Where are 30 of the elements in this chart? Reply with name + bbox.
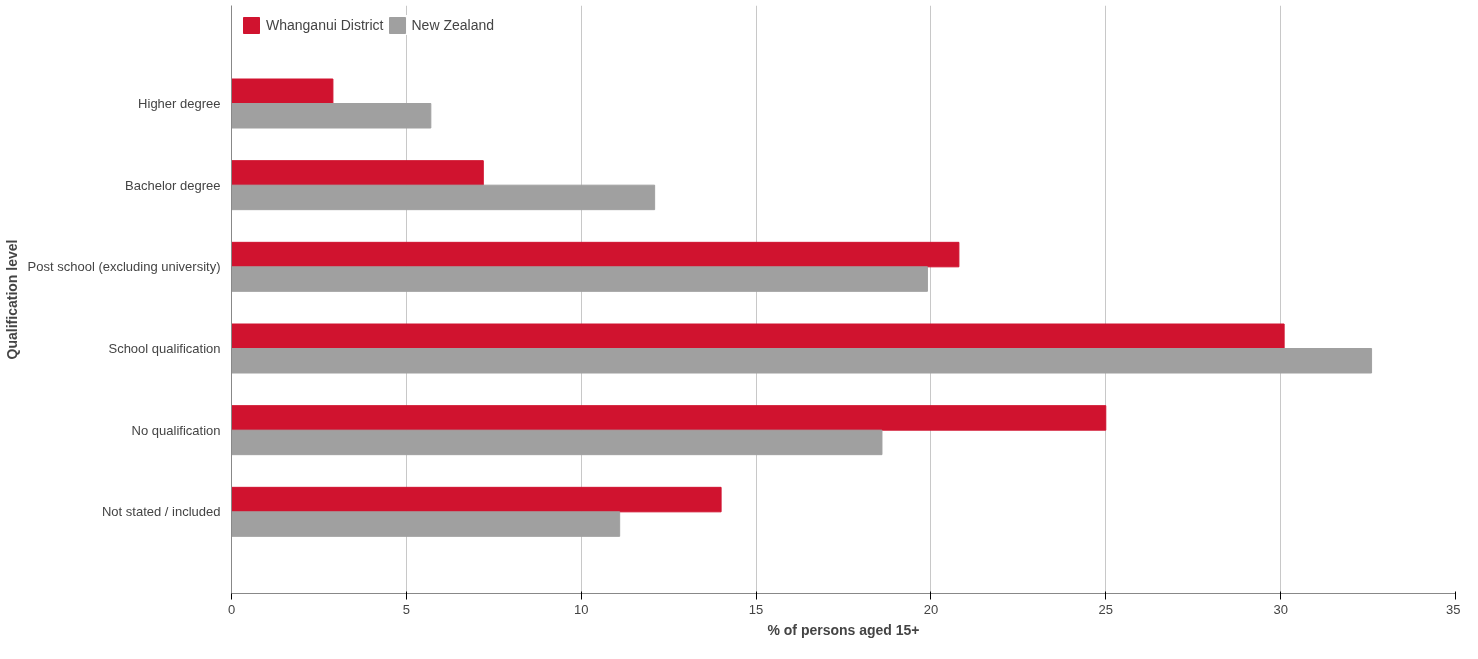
x-tick-label: 15 [748, 601, 764, 617]
x-tick-label: 10 [573, 601, 589, 617]
y-tick-label: No qualification [131, 422, 221, 438]
bar [231, 160, 484, 186]
y-tick-label: Higher degree [138, 96, 221, 111]
x-tick-label: 5 [402, 601, 410, 617]
x-tick-label: 25 [1098, 601, 1114, 617]
x-tick-label: 0 [227, 601, 236, 617]
bar [231, 348, 1373, 374]
bar [231, 511, 621, 537]
bar [231, 184, 656, 211]
y-tick-label: Not stated / included [101, 504, 221, 520]
legend-label: Whanganui District [266, 17, 384, 33]
bar [231, 266, 928, 292]
y-tick-label: School qualification [108, 341, 221, 356]
bar [231, 486, 722, 513]
bar [231, 405, 1107, 431]
bar [231, 78, 334, 104]
x-axis-title: % of persons aged 15+ [767, 621, 920, 638]
bar [231, 241, 960, 268]
y-tick-label: Bachelor degree [125, 177, 221, 193]
bar [231, 323, 1285, 349]
bar [231, 429, 883, 456]
y-tick-label: Post school (excluding university) [27, 259, 221, 275]
legend-label: New Zealand [411, 17, 494, 33]
x-tick-label: 35 [1446, 601, 1461, 617]
x-tick-label: 20 [923, 601, 939, 617]
y-axis-title: Qualification level [3, 239, 20, 360]
bar [231, 103, 432, 129]
x-tick-label: 30 [1273, 601, 1288, 617]
